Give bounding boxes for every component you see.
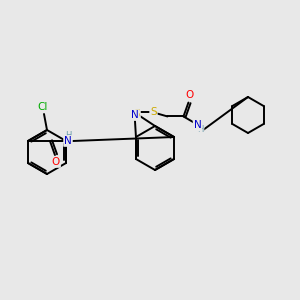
Text: H: H	[197, 125, 204, 134]
Text: N: N	[194, 120, 201, 130]
Text: S: S	[150, 107, 157, 117]
Text: Cl: Cl	[38, 102, 48, 112]
Text: S: S	[133, 109, 140, 119]
Text: N: N	[64, 136, 72, 146]
Text: O: O	[185, 90, 194, 100]
Text: O: O	[52, 157, 60, 167]
Text: H: H	[65, 131, 71, 140]
Text: N: N	[131, 110, 139, 120]
